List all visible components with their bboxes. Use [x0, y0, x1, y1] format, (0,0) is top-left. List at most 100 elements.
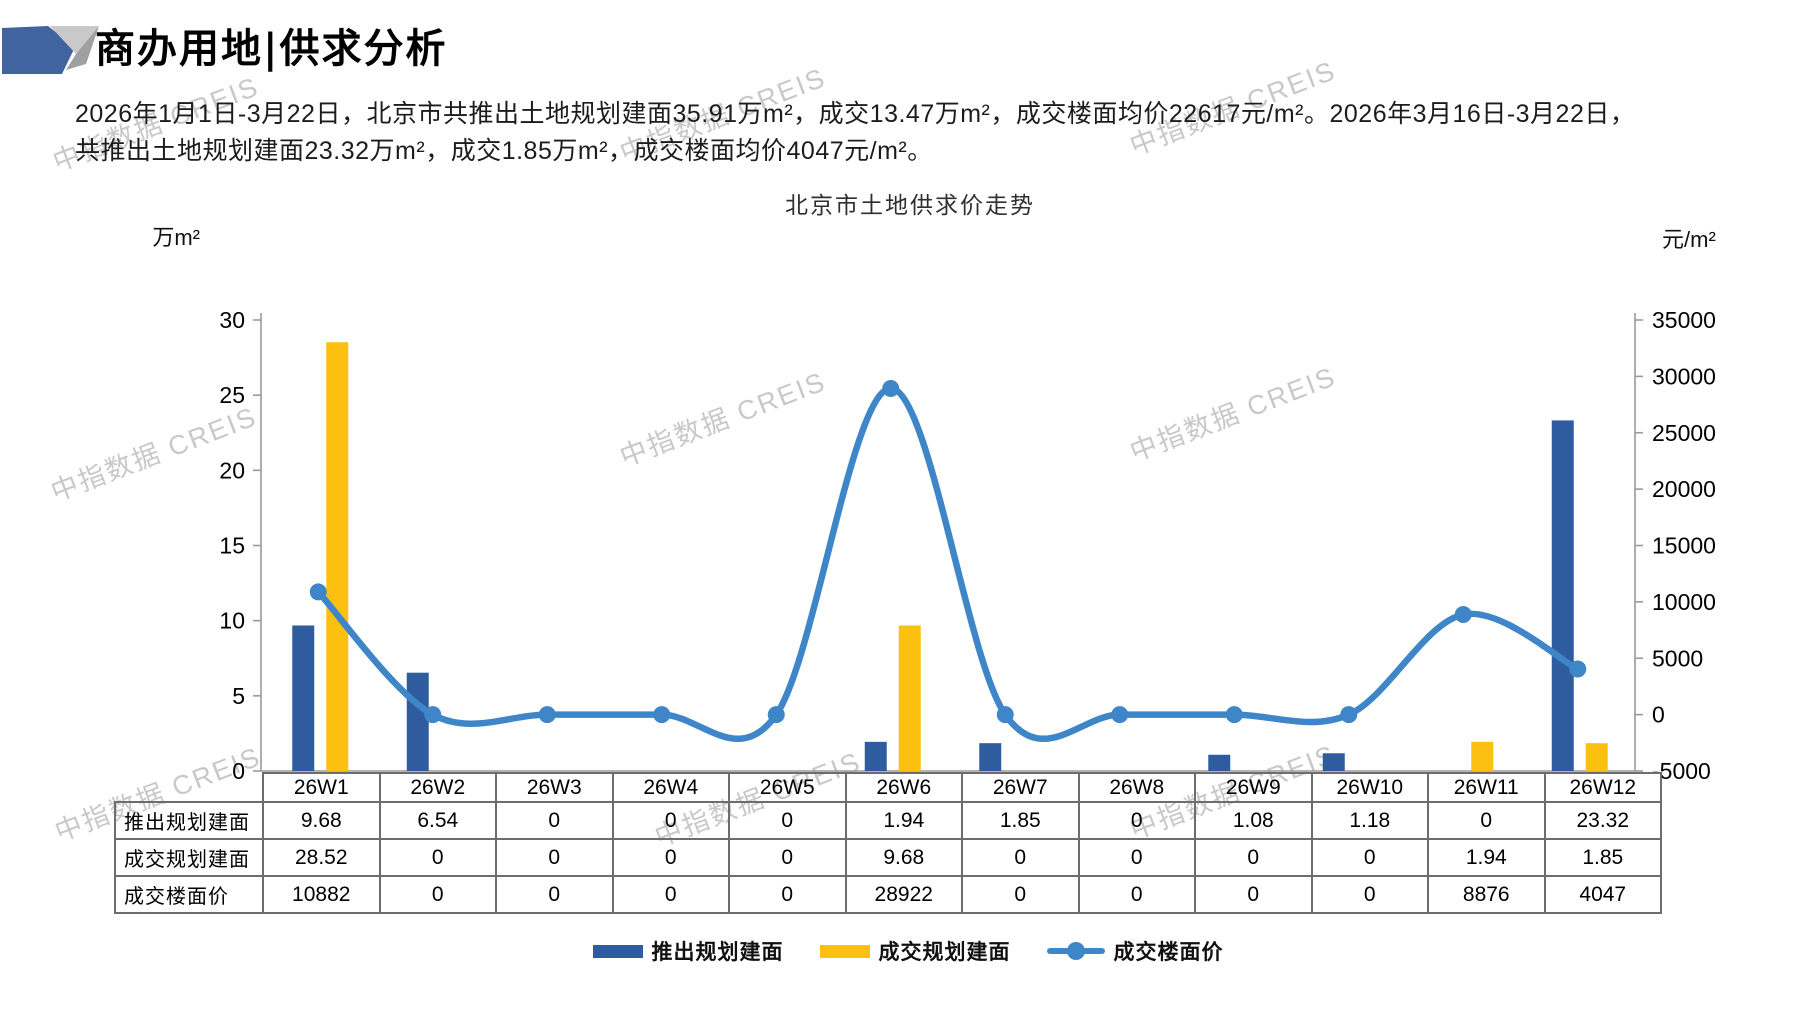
table-cell: 9.68 — [262, 801, 381, 840]
price-point-26W11 — [1454, 606, 1472, 624]
row-label: 推出规划建面 — [114, 801, 264, 840]
table-row: 成交规划建面 28.52 0 0 0 0 9.68 0 0 0 0 1.94 1.85 — [114, 838, 1662, 877]
left-axis-tick-label: 15 — [219, 533, 245, 559]
right-axis-tick-label: 35000 — [1652, 307, 1716, 333]
table-cell: 0 — [1077, 838, 1196, 877]
price-point-26W9 — [1225, 706, 1243, 724]
table-cell: 0 — [495, 875, 614, 914]
table-cell: 0 — [1077, 801, 1196, 840]
chart-title: 北京市土地供求价走势 — [785, 192, 1035, 218]
right-axis-tick-label: 15000 — [1652, 533, 1716, 559]
column-header-26W8: 26W8 — [1077, 772, 1196, 803]
bar-成交规划建面-26W6 — [898, 625, 921, 771]
row-label: 成交规划建面 — [114, 838, 264, 877]
price-point-26W2 — [424, 706, 442, 724]
bar-推出规划建面-26W6 — [864, 741, 887, 771]
table-cell: 0 — [1427, 801, 1546, 840]
table-cell: 6.54 — [378, 801, 497, 840]
bar-推出规划建面-26W7 — [979, 743, 1002, 771]
bar-推出规划建面-26W2 — [406, 672, 429, 771]
column-header-26W4: 26W4 — [611, 772, 730, 803]
column-header-26W5: 26W5 — [728, 772, 847, 803]
page-title: 商办用地|供求分析 — [95, 25, 448, 72]
table-cell: 0 — [611, 838, 730, 877]
legend-line-dot — [1066, 942, 1085, 960]
left-axis-tick-label: 5 — [232, 683, 245, 709]
price-point-26W4 — [653, 706, 671, 724]
table-cell: 1.94 — [844, 801, 963, 840]
legend-item: 推出规划建面 — [592, 936, 784, 966]
right-axis-tick-label: -5000 — [1652, 758, 1711, 784]
table-cell: 0 — [961, 875, 1080, 914]
table-cell: 8876 — [1427, 875, 1546, 914]
table-cell: 1.85 — [1543, 838, 1662, 877]
legend-item: 成交规划建面 — [819, 936, 1011, 966]
price-point-26W10 — [1340, 706, 1358, 724]
column-header-26W2: 26W2 — [378, 772, 497, 803]
table-cell: 0 — [1194, 875, 1313, 914]
table-cell: 0 — [728, 801, 847, 840]
legend-bar-swatch — [592, 944, 643, 958]
chart-legend: 推出规划建面 成交规划建面 成交楼面价 — [20, 936, 1796, 966]
table-header-row: 26W1 26W2 26W3 26W4 26W5 26W6 26W7 26W8 26W9 26W1… — [115, 772, 1662, 803]
bar-推出规划建面-26W12 — [1551, 420, 1574, 771]
table-cell: 1.94 — [1427, 838, 1546, 877]
legend-label: 推出规划建面 — [651, 941, 784, 964]
column-header-26W1: 26W1 — [262, 772, 381, 803]
table-blank-cell — [115, 773, 263, 802]
column-header-26W7: 26W7 — [961, 772, 1080, 803]
left-axis-tick-label: 0 — [232, 758, 245, 784]
left-axis-tick-label: 30 — [219, 307, 245, 333]
summary-line-1: 2026年1月1日-3月22日，北京市共推出土地规划建面35.91万m²，成交1… — [75, 100, 1636, 128]
column-header-26W12: 26W12 — [1543, 772, 1662, 803]
left-axis-unit-label: 万m² — [152, 225, 200, 250]
price-point-26W6 — [882, 380, 900, 398]
bar-推出规划建面-26W1 — [292, 625, 315, 771]
table-cell: 28.52 — [262, 838, 381, 877]
summary-text: 2026年1月1日-3月22日，北京市共推出土地规划建面35.91万m²，成交1… — [75, 96, 1755, 170]
table-cell: 0 — [611, 875, 730, 914]
right-axis-tick-label: 10000 — [1652, 589, 1716, 615]
table-cell: 0 — [728, 875, 847, 914]
table-cell: 0 — [495, 801, 614, 840]
column-header-26W10: 26W10 — [1310, 772, 1429, 803]
legend-bar-swatch — [819, 944, 870, 958]
right-axis-tick-label: 0 — [1652, 702, 1665, 728]
column-header-26W6: 26W6 — [844, 772, 963, 803]
legend-line-swatch — [1046, 942, 1105, 960]
legend-label: 成交楼面价 — [1113, 941, 1224, 964]
bar-推出规划建面-26W9 — [1208, 754, 1231, 771]
table-cell: 0 — [1310, 875, 1429, 914]
price-point-26W3 — [538, 706, 556, 724]
table-cell: 1.85 — [961, 801, 1080, 840]
table-cell: 0 — [611, 801, 730, 840]
price-point-26W5 — [767, 706, 785, 724]
table-row: 成交楼面价 10882 0 0 0 0 28922 0 0 0 0 8876 4047 — [114, 875, 1662, 914]
table-cell: 0 — [1194, 838, 1313, 877]
table-cell: 1.18 — [1310, 801, 1429, 840]
bar-成交规划建面-26W11 — [1471, 741, 1494, 771]
column-header-26W9: 26W9 — [1194, 772, 1313, 803]
table-cell: 0 — [728, 838, 847, 877]
table-cell: 0 — [495, 838, 614, 877]
left-axis-tick-label: 10 — [219, 608, 245, 634]
right-axis-tick-label: 25000 — [1652, 420, 1716, 446]
table-cell: 0 — [1077, 875, 1196, 914]
table-cell: 1.08 — [1194, 801, 1313, 840]
right-axis-tick-label: 20000 — [1652, 476, 1716, 502]
table-cell: 0 — [378, 838, 497, 877]
creis-logo-icon — [2, 26, 99, 74]
column-header-26W11: 26W11 — [1427, 772, 1546, 803]
summary-line-2: 共推出土地规划建面23.32万m²，成交1.85万m²，成交楼面均价4047元/… — [75, 137, 933, 165]
table-cell: 0 — [961, 838, 1080, 877]
table-cell: 23.32 — [1543, 801, 1662, 840]
left-axis-tick-label: 25 — [219, 382, 245, 408]
legend-label: 成交规划建面 — [878, 941, 1011, 964]
price-point-26W8 — [1111, 706, 1129, 724]
legend-item: 成交楼面价 — [1046, 936, 1224, 966]
table-cell: 10882 — [262, 875, 381, 914]
column-header-26W3: 26W3 — [495, 772, 614, 803]
weekly-data-table: 26W1 26W2 26W3 26W4 26W5 26W6 26W7 26W8 26W9 26W1… — [114, 772, 1662, 914]
right-axis-tick-label: 5000 — [1652, 645, 1703, 671]
